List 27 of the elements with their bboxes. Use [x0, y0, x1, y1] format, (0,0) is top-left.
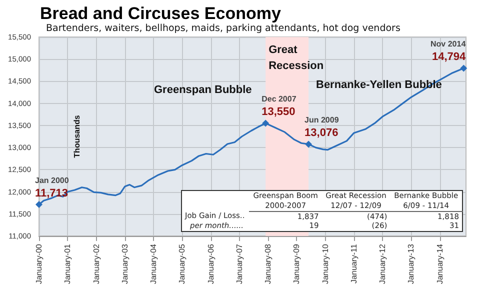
- chart-title: Bread and Circuses Economy: [40, 4, 281, 24]
- data-label: 13,550: [262, 106, 296, 118]
- x-tick-label: January-03: [120, 243, 130, 284]
- annotation: Nov 2014: [430, 40, 466, 49]
- y-axis-title: Thousands: [72, 114, 82, 158]
- x-tick-label: January-07: [234, 243, 244, 284]
- x-tick-label: January-02: [92, 243, 101, 284]
- x-tick-label: January-10: [320, 243, 330, 284]
- band-label: Great Recession: [268, 44, 324, 72]
- data-label: 13,076: [304, 127, 338, 140]
- x-tick-label: January-08: [264, 243, 273, 284]
- annotation: Jan 2000: [35, 176, 70, 185]
- x-tick-label: January-01: [63, 243, 72, 284]
- data-label: 14,794: [432, 51, 467, 64]
- annotation: Greenspan Bubble: [154, 84, 252, 96]
- chart-subtitle: Bartenders, waiters, bellhops, maids, parking attendants, hot dog vendors: [46, 23, 400, 34]
- x-tick-label: January-13: [406, 243, 416, 284]
- annotation: Jun 2009: [304, 116, 340, 125]
- x-tick-label: January-04: [149, 243, 158, 284]
- x-tick-label: January-14: [435, 243, 444, 284]
- x-tick-label: January-12: [378, 243, 388, 284]
- x-tick-label: January-09: [292, 243, 302, 284]
- x-tick-label: January-00: [34, 243, 44, 284]
- x-tick-label: January-11: [349, 243, 358, 284]
- x-tick-label: January-05: [178, 243, 187, 284]
- annotation: Dec 2007: [262, 94, 297, 104]
- x-tick-label: January-06: [206, 243, 216, 284]
